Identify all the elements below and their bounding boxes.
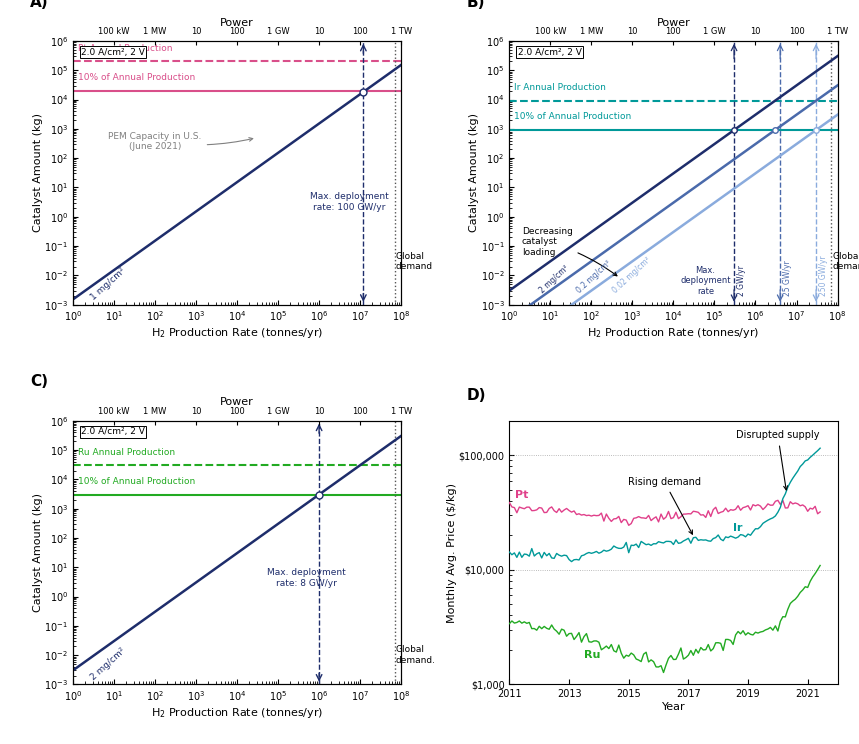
Text: C): C): [30, 374, 48, 389]
X-axis label: Power: Power: [656, 18, 691, 28]
Text: B): B): [466, 0, 485, 10]
Text: 10% of Annual Production: 10% of Annual Production: [77, 73, 195, 82]
Text: 25 GW/yr: 25 GW/yr: [783, 260, 793, 296]
Text: Pt: Pt: [515, 490, 529, 501]
Text: Global
demand: Global demand: [396, 251, 433, 271]
Y-axis label: Catalyst Amount (kg): Catalyst Amount (kg): [469, 113, 479, 232]
Text: 2 mg/cm²: 2 mg/cm²: [538, 263, 571, 295]
Text: Max.
deployment
rate: Max. deployment rate: [680, 266, 731, 296]
X-axis label: Power: Power: [220, 397, 254, 408]
Text: Max. deployment
rate: 8 GW/yr: Max. deployment rate: 8 GW/yr: [267, 568, 346, 588]
Text: 10% of Annual Production: 10% of Annual Production: [77, 477, 195, 486]
Text: Global
demand.: Global demand.: [396, 646, 436, 665]
Text: 10% of Annual Production: 10% of Annual Production: [514, 112, 631, 121]
Text: 2 mg/cm²: 2 mg/cm²: [89, 647, 128, 682]
Text: 2.0 A/cm², 2 V: 2.0 A/cm², 2 V: [82, 427, 145, 436]
Text: Ir Annual Production: Ir Annual Production: [514, 83, 606, 92]
Text: PEM Capacity in U.S.
(June 2021): PEM Capacity in U.S. (June 2021): [108, 132, 253, 151]
Text: 2.0 A/cm², 2 V: 2.0 A/cm², 2 V: [518, 48, 582, 57]
Text: 2.0 A/cm², 2 V: 2.0 A/cm², 2 V: [82, 48, 145, 57]
Text: 1 mg/cm²: 1 mg/cm²: [89, 266, 128, 302]
Text: 250 GW/yr: 250 GW/yr: [819, 255, 828, 296]
Text: 0.02 mg/cm²: 0.02 mg/cm²: [611, 255, 653, 295]
Text: D): D): [466, 388, 486, 403]
X-axis label: Year: Year: [661, 702, 685, 712]
Text: Ru Annual Production: Ru Annual Production: [77, 448, 175, 457]
Text: Pt Annual Production: Pt Annual Production: [77, 44, 172, 53]
X-axis label: H$_2$ Production Rate (tonnes/yr): H$_2$ Production Rate (tonnes/yr): [588, 326, 759, 340]
Text: A): A): [30, 0, 49, 10]
Text: Disrupted supply: Disrupted supply: [736, 431, 819, 490]
Text: Rising demand: Rising demand: [628, 477, 701, 534]
Text: 2 GW/yr: 2 GW/yr: [737, 265, 746, 296]
X-axis label: Power: Power: [220, 18, 254, 28]
Text: Ru: Ru: [584, 650, 600, 660]
Y-axis label: Monthly Avg. Price ($/kg): Monthly Avg. Price ($/kg): [448, 483, 457, 623]
Text: Global
demand: Global demand: [832, 251, 859, 271]
Y-axis label: Catalyst Amount (kg): Catalyst Amount (kg): [33, 113, 43, 232]
X-axis label: H$_2$ Production Rate (tonnes/yr): H$_2$ Production Rate (tonnes/yr): [151, 326, 323, 340]
Text: 0.2 mg/cm²: 0.2 mg/cm²: [576, 258, 613, 295]
Text: Decreasing
catalyst
loading: Decreasing catalyst loading: [521, 227, 617, 276]
X-axis label: H$_2$ Production Rate (tonnes/yr): H$_2$ Production Rate (tonnes/yr): [151, 706, 323, 720]
Y-axis label: Catalyst Amount (kg): Catalyst Amount (kg): [33, 493, 43, 612]
Text: Ir: Ir: [733, 522, 743, 533]
Text: Max. deployment
rate: 100 GW/yr: Max. deployment rate: 100 GW/yr: [310, 192, 388, 211]
